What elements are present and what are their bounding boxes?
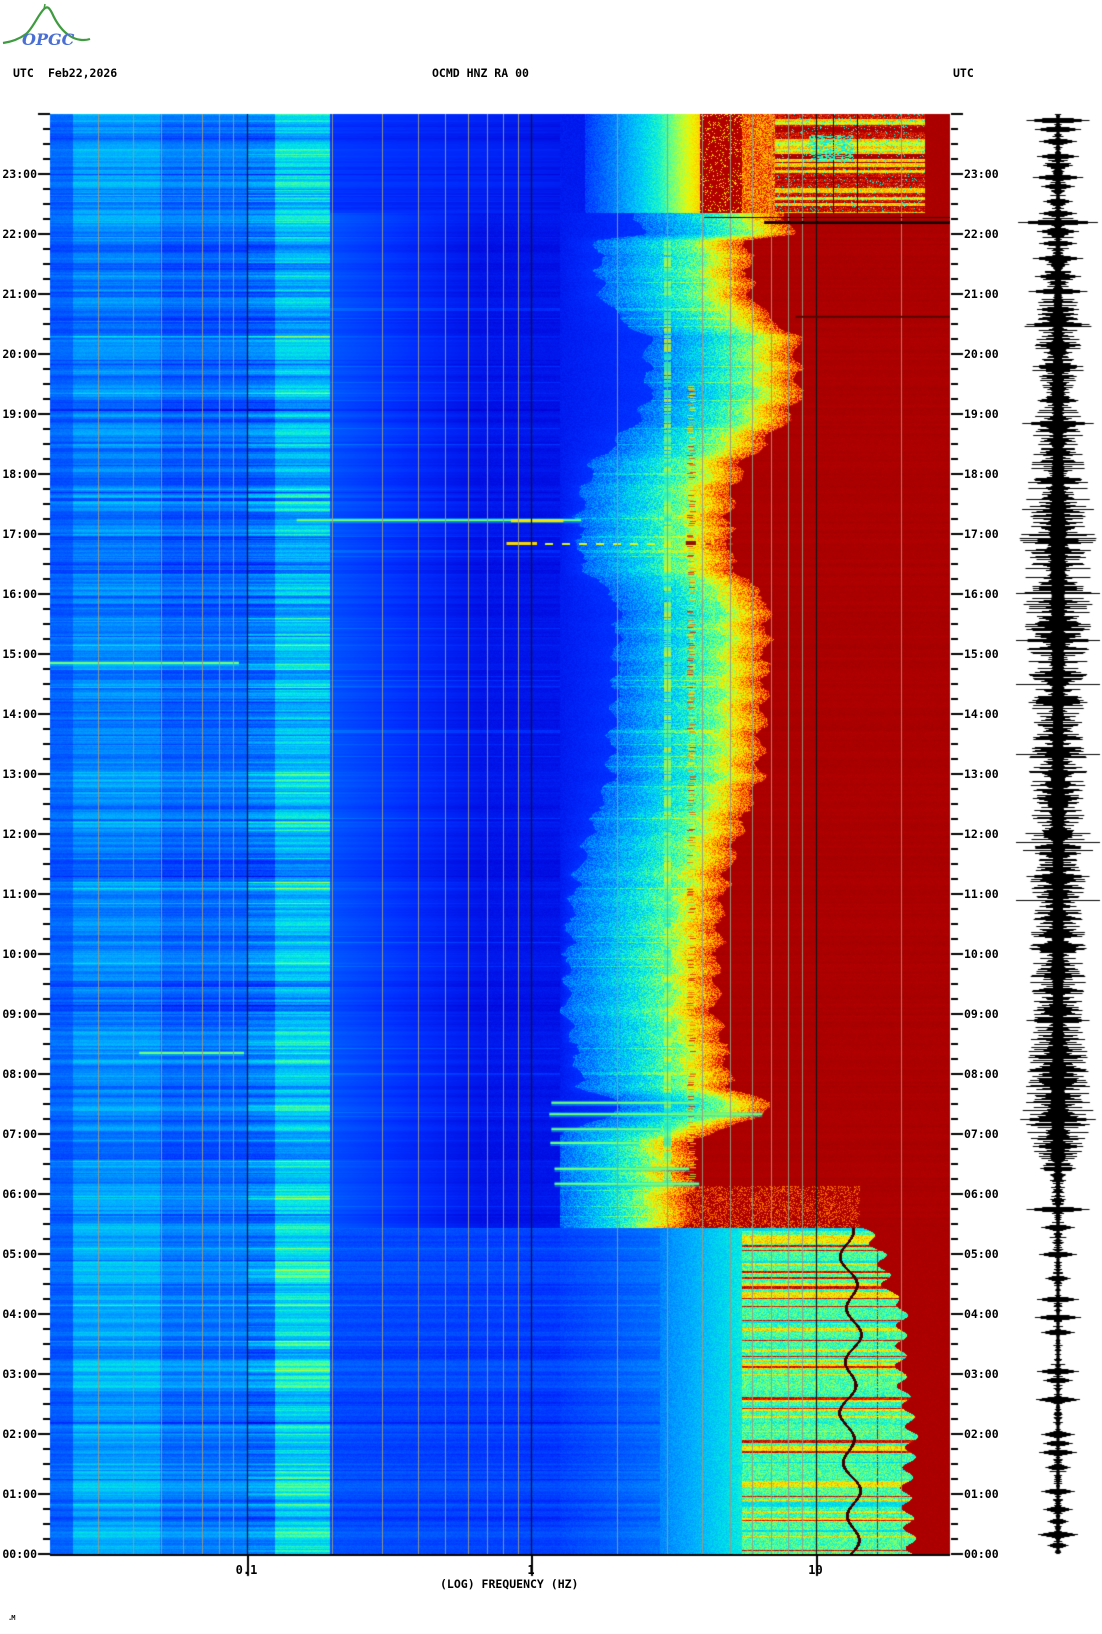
utc-label-left: UTC: [13, 66, 34, 80]
time-label-left-19:00: 19:00: [2, 407, 37, 421]
time-label-left-02:00: 02:00: [2, 1427, 37, 1441]
time-label-right-01:00: 01:00: [964, 1487, 999, 1501]
time-label-right-18:00: 18:00: [964, 467, 999, 481]
time-label-left-21:00: 21:00: [2, 287, 37, 301]
time-label-right-02:00: 02:00: [964, 1427, 999, 1441]
frequency-axis-label: (LOG) FREQUENCY (HZ): [440, 1577, 579, 1591]
time-label-left-00:00: 00:00: [2, 1547, 37, 1561]
logo-text: OPGC: [22, 30, 75, 49]
time-label-right-17:00: 17:00: [964, 527, 999, 541]
time-label-right-10:00: 10:00: [964, 947, 999, 961]
time-label-right-00:00: 00:00: [964, 1547, 999, 1561]
time-label-right-19:00: 19:00: [964, 407, 999, 421]
time-label-left-22:00: 22:00: [2, 227, 37, 241]
freq-tick-label-0.1: 0.1: [235, 1563, 258, 1577]
time-label-left-09:00: 09:00: [2, 1007, 37, 1021]
time-label-right-09:00: 09:00: [964, 1007, 999, 1021]
time-label-left-18:00: 18:00: [2, 467, 37, 481]
logo-mountain-path: [2, 6, 91, 45]
time-label-right-06:00: 06:00: [964, 1187, 999, 1201]
time-label-left-11:00: 11:00: [2, 887, 37, 901]
corner-mark: .M: [8, 1614, 16, 1622]
freq-tick-label-1: 1: [527, 1563, 535, 1577]
time-label-left-08:00: 08:00: [2, 1067, 37, 1081]
time-label-left-20:00: 20:00: [2, 347, 37, 361]
time-label-right-20:00: 20:00: [964, 347, 999, 361]
time-label-left-16:00: 16:00: [2, 587, 37, 601]
time-label-right-03:00: 03:00: [964, 1367, 999, 1381]
time-label-right-11:00: 11:00: [964, 887, 999, 901]
time-label-left-01:00: 01:00: [2, 1487, 37, 1501]
time-label-left-12:00: 12:00: [2, 827, 37, 841]
time-label-left-15:00: 15:00: [2, 647, 37, 661]
time-label-left-07:00: 07:00: [2, 1127, 37, 1141]
opgc-logo: OPGC: [2, 3, 91, 49]
time-label-left-04:00: 04:00: [2, 1307, 37, 1321]
time-label-right-07:00: 07:00: [964, 1127, 999, 1141]
time-label-right-23:00: 23:00: [964, 167, 999, 181]
time-label-right-04:00: 04:00: [964, 1307, 999, 1321]
time-label-right-16:00: 16:00: [964, 587, 999, 601]
time-label-right-12:00: 12:00: [964, 827, 999, 841]
date-label: Feb22,2026: [48, 66, 118, 80]
time-label-left-05:00: 05:00: [2, 1247, 37, 1261]
time-label-left-14:00: 14:00: [2, 707, 37, 721]
time-label-right-08:00: 08:00: [964, 1067, 999, 1081]
time-label-left-03:00: 03:00: [2, 1367, 37, 1381]
time-label-right-05:00: 05:00: [964, 1247, 999, 1261]
time-label-left-13:00: 13:00: [2, 767, 37, 781]
utc-label-right: UTC: [953, 66, 974, 80]
freq-tick-label-10: 10: [808, 1563, 823, 1577]
time-label-right-13:00: 13:00: [964, 767, 999, 781]
time-label-right-14:00: 14:00: [964, 707, 999, 721]
time-label-left-17:00: 17:00: [2, 527, 37, 541]
time-label-right-15:00: 15:00: [964, 647, 999, 661]
time-label-left-23:00: 23:00: [2, 167, 37, 181]
time-label-left-10:00: 10:00: [2, 947, 37, 961]
time-label-left-06:00: 06:00: [2, 1187, 37, 1201]
time-label-right-22:00: 22:00: [964, 227, 999, 241]
time-label-right-21:00: 21:00: [964, 287, 999, 301]
station-title: OCMD HNZ RA 00: [432, 66, 529, 80]
